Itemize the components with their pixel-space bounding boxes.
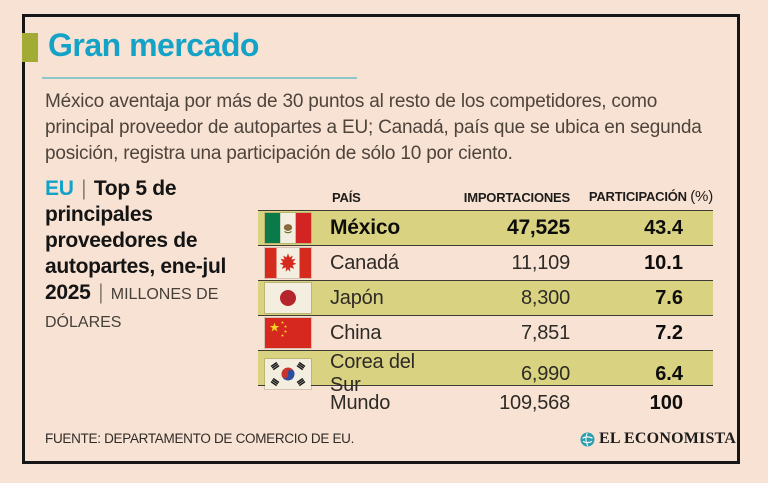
country-name: Japón — [330, 286, 384, 309]
south-korea-flag-icon — [264, 358, 312, 390]
country-name: Canadá — [330, 251, 399, 274]
share-value: 10.1 — [644, 251, 683, 274]
share-value: 6.4 — [655, 362, 683, 385]
share-value: 100 — [649, 391, 683, 414]
column-header-pais: PAÍS — [332, 190, 361, 205]
side-label-pipe-2: | — [98, 281, 104, 304]
table-row-china: China 7,851 7.2 — [258, 315, 713, 350]
imports-value: 8,300 — [520, 286, 570, 309]
table-header-row: PAÍS IMPORTACIONES PARTICIPACIÓN (%) — [258, 183, 713, 210]
japan-flag-icon — [264, 282, 312, 314]
data-table: PAÍS IMPORTACIONES PARTICIPACIÓN (%) Méx… — [258, 183, 713, 420]
side-label-topic: Top 5 de principales proveedores de auto… — [45, 177, 227, 304]
title-underline — [42, 77, 357, 79]
table-row-mexico: México 47,525 43.4 — [258, 210, 713, 245]
side-label-region: EU — [45, 177, 74, 200]
flag-cell — [258, 317, 320, 349]
brand-logo: EL ECONOMISTA — [580, 430, 736, 448]
imports-value: 6,990 — [520, 362, 570, 385]
imports-value: 11,109 — [511, 251, 571, 274]
imports-value: 109,568 — [499, 391, 570, 414]
flag-cell — [258, 212, 320, 244]
table-row-canada: Canadá 11,109 10.1 — [258, 245, 713, 280]
page-title: Gran mercado — [48, 27, 259, 63]
country-name: Mundo — [330, 391, 391, 414]
flag-cell — [258, 247, 320, 279]
flag-cell — [258, 358, 320, 390]
country-name: México — [330, 216, 400, 239]
share-value: 7.2 — [655, 321, 683, 344]
side-label-units: MILLONES DE DÓLARES — [45, 286, 219, 331]
imports-value: 47,525 — [506, 216, 570, 239]
table-row-mundo: Mundo 109,568 100 — [258, 385, 713, 420]
source-note: FUENTE: DEPARTAMENTO DE COMERCIO DE EU. — [45, 431, 355, 446]
title-accent-square — [22, 33, 38, 62]
table-row-corea-del-sur: Corea del Sur 6,990 6.4 — [258, 350, 713, 396]
canada-flag-icon — [264, 247, 312, 279]
column-header-percent-unit: (%) — [690, 188, 713, 205]
country-name: Corea del Sur — [330, 351, 415, 396]
share-value: 43.4 — [644, 216, 683, 239]
table-side-label: EU | Top 5 de principales proveedores de… — [45, 176, 260, 336]
imports-value: 7,851 — [520, 321, 570, 344]
china-flag-icon — [264, 317, 312, 349]
el-economista-globe-icon — [580, 432, 595, 446]
intro-paragraph: México aventaja por más de 30 puntos al … — [45, 91, 702, 164]
side-label-pipe-1: | — [81, 177, 87, 200]
column-header-participacion-label: PARTICIPACIÓN — [588, 189, 687, 204]
mexico-flag-icon — [264, 212, 312, 244]
column-header-participacion: PARTICIPACIÓN (%) — [570, 188, 713, 210]
column-header-importaciones: IMPORTACIONES — [463, 190, 570, 205]
country-name: China — [330, 321, 382, 344]
flag-cell — [258, 282, 320, 314]
brand-name: EL ECONOMISTA — [599, 430, 736, 447]
table-row-japon: Japón 8,300 7.6 — [258, 280, 713, 315]
share-value: 7.6 — [655, 286, 683, 309]
